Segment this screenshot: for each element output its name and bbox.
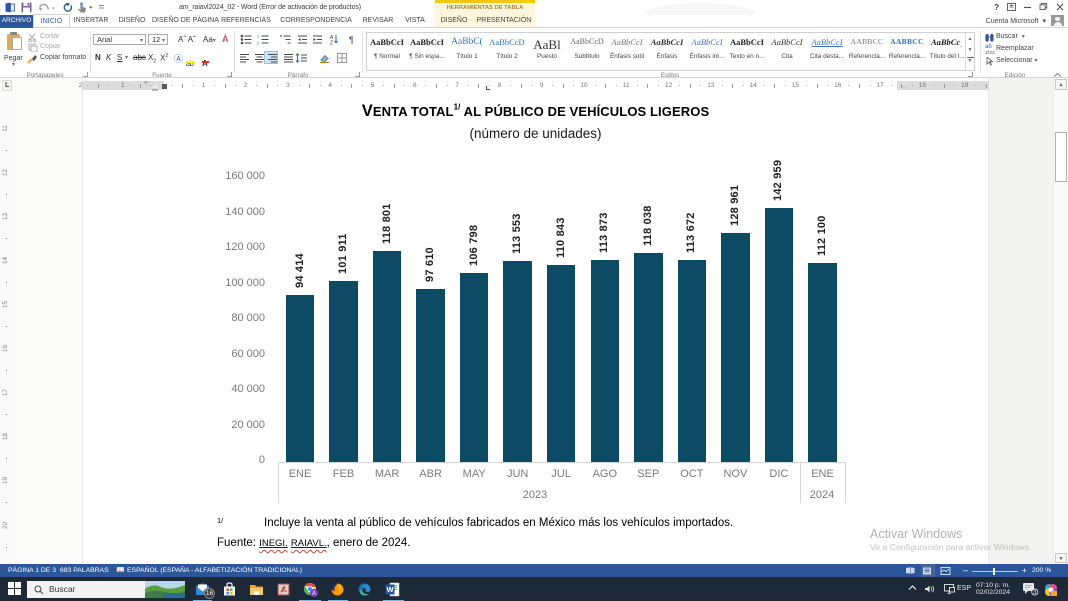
svg-text:A: A	[330, 35, 334, 41]
svg-text:3: 3	[1033, 590, 1037, 596]
svg-text:¶: ¶	[349, 35, 354, 45]
svg-text:A: A	[312, 591, 316, 597]
svg-text:2: 2	[257, 40, 260, 45]
svg-text:Z: Z	[330, 40, 333, 45]
svg-text:?: ?	[994, 2, 999, 12]
svg-text:1: 1	[257, 34, 260, 39]
svg-text:W: W	[386, 585, 394, 594]
